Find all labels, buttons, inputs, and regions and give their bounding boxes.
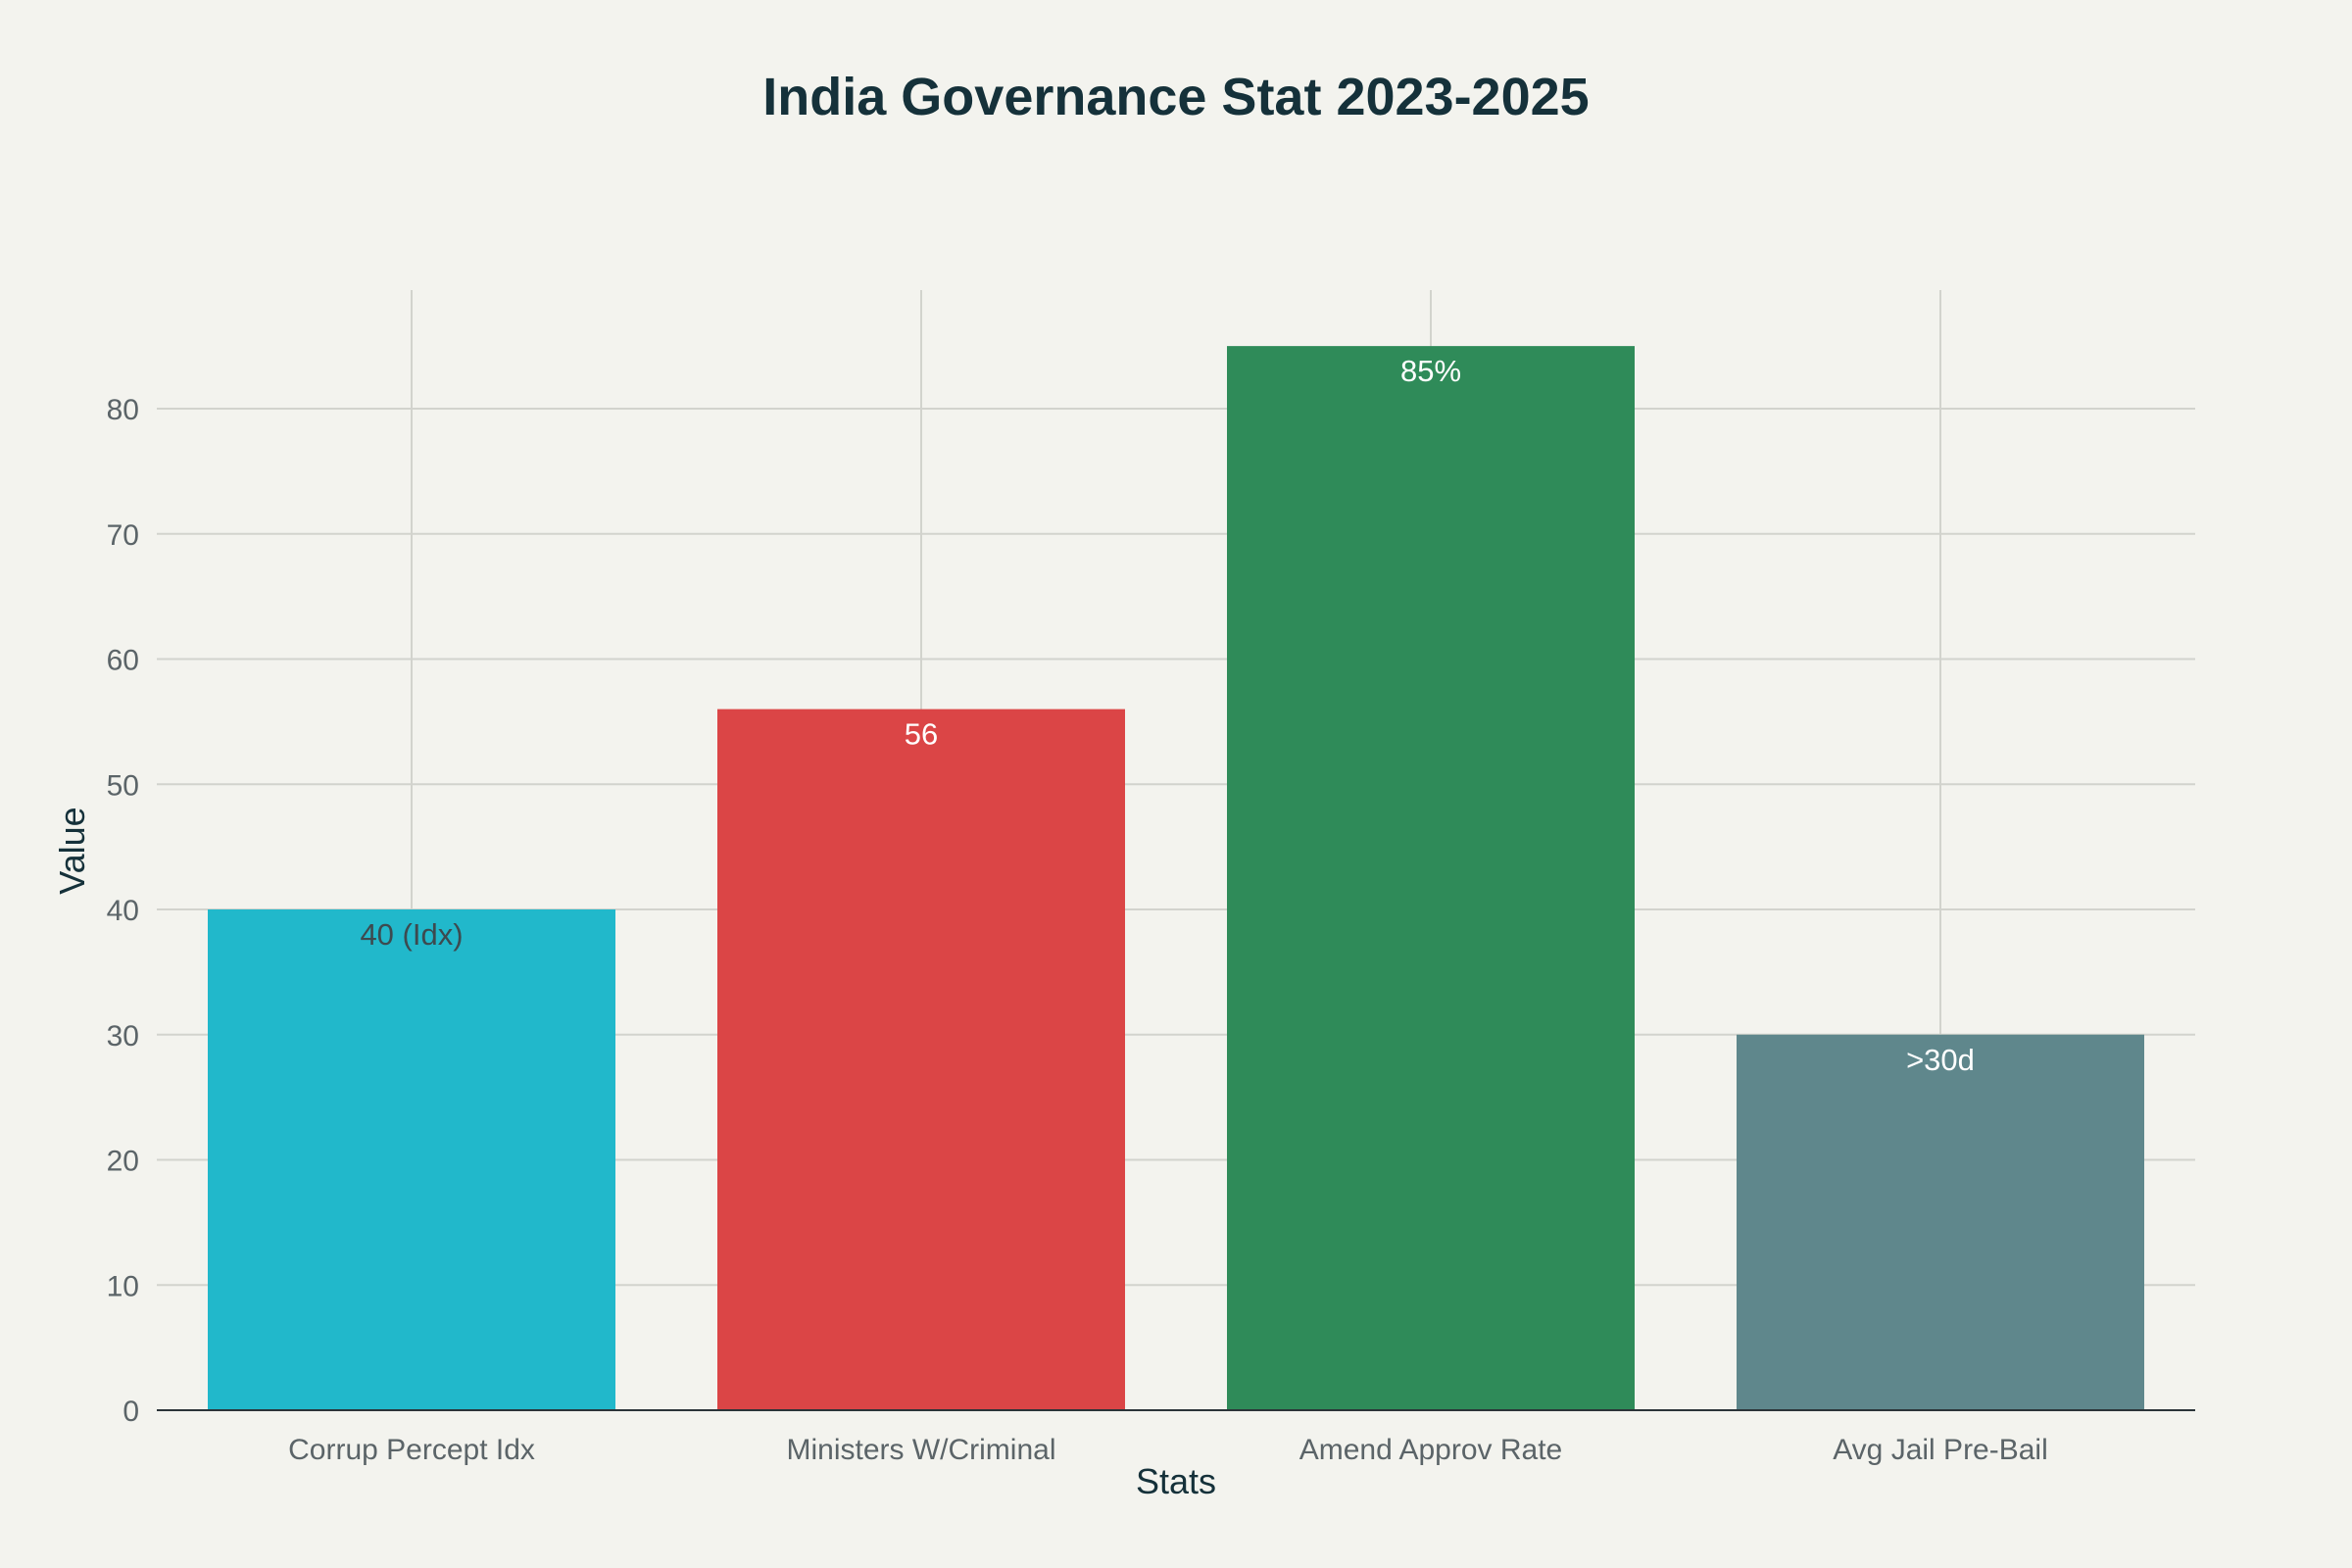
bar-data-label: 40 (Idx) [360, 917, 463, 952]
y-tick-label: 50 [107, 769, 139, 802]
x-axis-title: Stats [1136, 1461, 1216, 1501]
bar [1227, 346, 1635, 1410]
y-tick-label: 40 [107, 895, 139, 927]
x-tick-label: Corrup Percept Idx [288, 1434, 535, 1466]
bar-data-label: 85% [1400, 354, 1461, 388]
data-labels: 40 (Idx) 56 85% >30d [360, 354, 1974, 1077]
x-tick-label: Avg Jail Pre-Bail [1833, 1434, 2048, 1466]
y-tick-label: 70 [107, 519, 139, 552]
y-tick-label: 10 [107, 1270, 139, 1302]
bar [717, 709, 1125, 1410]
bar [1737, 1034, 2144, 1410]
x-tick-label: Amend Approv Rate [1299, 1434, 1563, 1466]
y-tick-label: 60 [107, 645, 139, 677]
x-tick-label: Ministers W/Criminal [786, 1434, 1055, 1466]
chart-title: India Governance Stat 2023-2025 [762, 68, 1589, 126]
y-tick-label: 80 [107, 394, 139, 426]
y-axis-title: Value [52, 807, 92, 894]
bars [208, 346, 2144, 1410]
bar-data-label: 56 [905, 717, 938, 752]
y-axis-ticks: 0 10 20 30 40 50 60 70 80 [107, 394, 139, 1428]
y-tick-label: 30 [107, 1020, 139, 1053]
x-axis-ticks: Corrup Percept Idx Ministers W/Criminal Am… [288, 1434, 2048, 1466]
y-tick-label: 20 [107, 1146, 139, 1178]
bar-data-label: >30d [1906, 1043, 1975, 1077]
bar [208, 909, 615, 1410]
y-tick-label: 0 [122, 1396, 139, 1428]
